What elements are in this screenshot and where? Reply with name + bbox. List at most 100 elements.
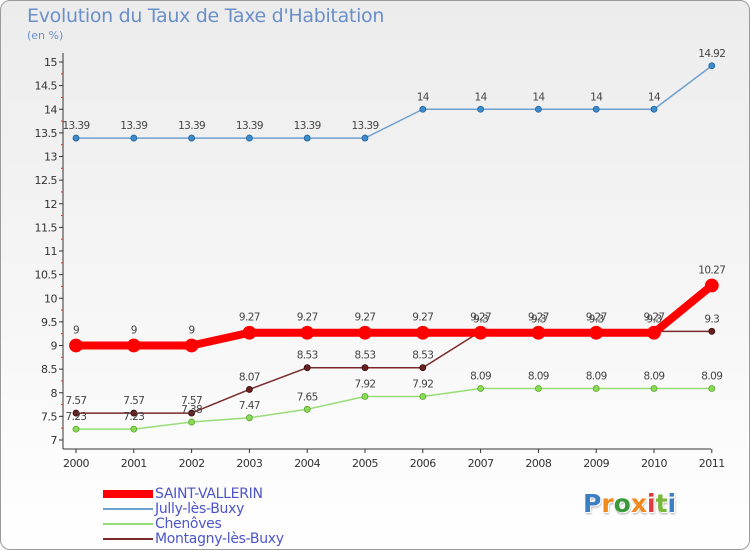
x-tick-label: 2003 [236, 457, 262, 470]
data-point [592, 105, 600, 113]
data-label: 7.23 [123, 411, 144, 423]
series-line [76, 387, 712, 430]
y-tick-label: 9 [51, 340, 58, 353]
data-label: 7.92 [355, 379, 376, 391]
logo-letter: r [601, 489, 614, 518]
data-label: 14 [590, 91, 603, 103]
data-label: 7.57 [123, 395, 144, 407]
data-point [188, 134, 196, 142]
x-tick-label: 2001 [121, 457, 147, 470]
data-point [303, 134, 311, 142]
y-tick-label: 14 [44, 103, 57, 116]
data-point [361, 364, 369, 372]
y-tick-label: 12 [44, 198, 57, 211]
data-point [245, 134, 253, 142]
data-label: 13.39 [120, 120, 147, 132]
data-label: 9.3 [647, 313, 662, 325]
data-label: 9.27 [644, 312, 665, 324]
data-label: 9.27 [355, 312, 376, 324]
data-label: 9.27 [239, 312, 260, 324]
data-point [130, 409, 138, 417]
legend-swatch [103, 508, 153, 510]
logo-letter: t [655, 489, 668, 518]
legend-label: SAINT-VALLERIN [155, 486, 263, 502]
logo-letter: x [630, 489, 647, 518]
data-label: 7.65 [297, 391, 318, 403]
chart-title: Evolution du Taux de Taxe d'Habitation [27, 5, 385, 27]
x-tick-label: 2008 [525, 457, 551, 470]
data-label: 7.23 [66, 411, 87, 423]
data-point [245, 386, 253, 393]
data-label: 8.07 [239, 371, 260, 383]
x-tick-label: 2004 [294, 457, 320, 470]
x-tick-label: 2006 [410, 457, 436, 470]
data-point [126, 338, 141, 353]
data-point [72, 134, 80, 142]
data-point [704, 278, 719, 293]
legend-swatch [103, 538, 153, 540]
data-label: 9 [189, 325, 195, 337]
x-tick-label: 2005 [352, 457, 378, 470]
data-label: 9.3 [531, 313, 546, 325]
data-point [650, 105, 658, 113]
data-point [708, 327, 716, 335]
chart-subtitle: (en %) [27, 29, 64, 42]
data-point [184, 338, 199, 353]
data-point [72, 409, 80, 417]
y-tick-label: 15 [44, 56, 57, 69]
data-label: 13.39 [351, 120, 378, 132]
logo-letter: P [583, 489, 602, 518]
data-label: 14 [532, 91, 545, 103]
legend-item: SAINT-VALLERIN [103, 486, 403, 502]
logo-letter: o [613, 489, 631, 518]
y-tick-label: 8.5 [41, 363, 57, 376]
legend: SAINT-VALLERIN Jully-lès-Buxy Chenôves Mont… [103, 486, 403, 547]
series-montagny-l-s-buxy [72, 327, 716, 417]
series-saint-vallerin [69, 278, 719, 353]
data-label: 8.53 [355, 350, 376, 362]
series-chen-ves [72, 385, 716, 433]
data-point [531, 325, 546, 340]
data-point [708, 385, 716, 392]
data-point [303, 364, 311, 372]
legend-item: Jully-lès-Buxy [103, 501, 403, 517]
logo-letter: i [647, 489, 656, 518]
y-tick-label: 10.5 [35, 269, 58, 282]
data-point [419, 364, 427, 372]
data-point [361, 134, 369, 142]
x-tick-label: 2007 [468, 457, 494, 470]
legend-label: Chenôves [155, 516, 222, 532]
y-tick-label: 7 [51, 434, 58, 447]
y-tick-label: 14.5 [35, 80, 58, 93]
data-point [300, 325, 315, 340]
legend-swatch [103, 490, 153, 498]
series-jully-l-s-buxy [72, 62, 716, 142]
data-point [130, 425, 138, 433]
data-label: 9.27 [470, 312, 491, 324]
data-label: 9 [73, 325, 79, 337]
data-point [72, 425, 80, 433]
data-label: 8.53 [412, 350, 433, 362]
data-label: 9.27 [297, 312, 318, 324]
data-point [69, 338, 83, 353]
data-label: 9.3 [473, 313, 488, 325]
data-point [419, 105, 427, 113]
x-tick-label: 2010 [641, 457, 667, 470]
data-point [245, 414, 253, 422]
data-point [303, 405, 311, 413]
data-label: 9.3 [704, 313, 719, 325]
data-point [650, 385, 658, 392]
data-label: 7.92 [412, 379, 433, 391]
proxiti-logo: Proxiti [583, 489, 676, 518]
series-line [76, 282, 715, 350]
legend-item: Chenôves [103, 516, 403, 532]
data-point [589, 325, 604, 340]
data-point [473, 325, 488, 340]
data-point [477, 385, 485, 392]
x-tick-label: 2009 [583, 457, 609, 470]
data-label: 14 [648, 91, 661, 103]
data-point [592, 385, 600, 392]
data-label: 7.38 [181, 404, 202, 416]
x-tick-label: 2002 [179, 457, 205, 470]
data-label: 14 [475, 91, 488, 103]
